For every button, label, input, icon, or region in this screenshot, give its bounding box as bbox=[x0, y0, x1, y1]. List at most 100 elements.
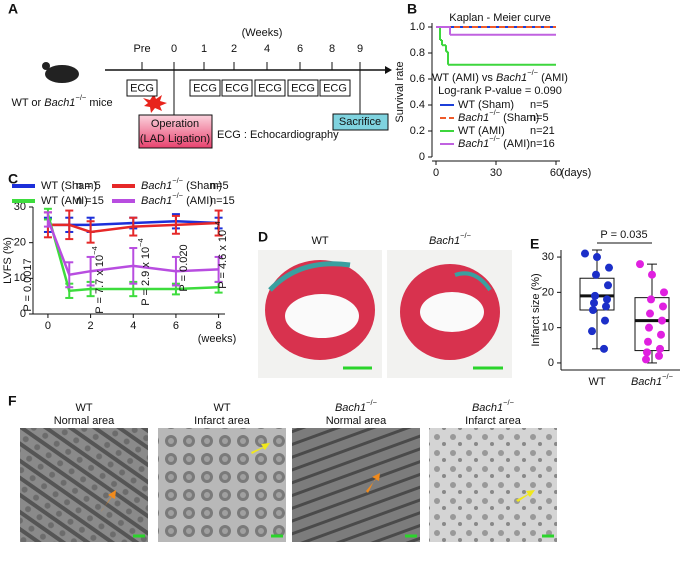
timepoint-label: 8 bbox=[329, 43, 335, 55]
data-point bbox=[590, 298, 598, 307]
x-tick-label: Bach1−/− bbox=[631, 372, 674, 387]
y-axis-label: LVFS (%) bbox=[2, 237, 14, 284]
mouse-icon bbox=[45, 65, 79, 83]
image-subtitle: Infarct area bbox=[194, 415, 251, 427]
sacrifice-label: Sacrifice bbox=[339, 116, 381, 128]
data-point bbox=[645, 323, 653, 332]
x-tick-label: 60 bbox=[550, 167, 562, 179]
data-point bbox=[660, 288, 668, 297]
ecg-label: ECG bbox=[258, 82, 282, 94]
x-tick-label: 8 bbox=[216, 320, 222, 332]
data-point bbox=[659, 302, 667, 311]
data-point bbox=[646, 309, 654, 318]
sacrifice-box bbox=[332, 113, 389, 131]
legend-n: n = 5 bbox=[76, 180, 101, 192]
image-title: Bach1−/− bbox=[472, 398, 515, 413]
arrow bbox=[251, 443, 270, 454]
data-point bbox=[655, 351, 663, 360]
y-tick-label: 0.2 bbox=[410, 125, 425, 137]
legend-n: n=5 bbox=[210, 180, 229, 192]
panel-label: C bbox=[8, 171, 18, 187]
x-tick-label: 30 bbox=[490, 167, 502, 179]
y-tick-label: 20 bbox=[542, 286, 554, 298]
y-tick-label: 20 bbox=[14, 237, 26, 249]
timepoint-label: 1 bbox=[201, 43, 207, 55]
y-axis-label: Survival rate bbox=[394, 61, 406, 122]
arrow bbox=[366, 473, 380, 493]
timepoint-label: 2 bbox=[231, 43, 237, 55]
y-tick-label: 0.6 bbox=[410, 73, 425, 85]
data-point bbox=[603, 295, 611, 304]
y-tick-label: 10 bbox=[14, 272, 26, 284]
data-point bbox=[657, 330, 665, 339]
y-axis-label: Infarct size (%) bbox=[530, 273, 542, 346]
ecg-label: ECG bbox=[225, 82, 249, 94]
operation-label: (LAD Ligation) bbox=[140, 133, 210, 145]
series-line bbox=[47, 221, 219, 234]
data-point bbox=[656, 344, 664, 353]
x-tick-label: 0 bbox=[433, 167, 439, 179]
image-subtitle: Normal area bbox=[326, 415, 387, 427]
legend-n: n=5 bbox=[530, 112, 549, 124]
panel-label: E bbox=[530, 236, 539, 252]
x-tick-label: WT bbox=[588, 376, 605, 388]
legend-label: Bach1−/− (AMI) bbox=[141, 191, 213, 206]
y-tick-label: 30 bbox=[14, 201, 26, 213]
em-images bbox=[20, 428, 557, 542]
annotation: Log-rank P-value = 0.090 bbox=[438, 85, 562, 97]
subject-label: WT or Bach1−/− mice bbox=[11, 93, 112, 108]
weeks-label: (Weeks) bbox=[242, 27, 283, 39]
panel-label: D bbox=[258, 229, 268, 245]
x-axis-label: (weeks) bbox=[198, 333, 237, 345]
data-point bbox=[600, 344, 608, 353]
legend-label: Bach1−/− (Sham) bbox=[458, 108, 539, 123]
p-value: P = 0.0017 bbox=[22, 258, 34, 311]
arrow bbox=[101, 490, 116, 512]
timepoint-label: 0 bbox=[171, 43, 177, 55]
legend-label: Bach1−/− (Sham) bbox=[141, 176, 222, 191]
p-value: P = 2.9 x 10−4 bbox=[136, 238, 151, 305]
data-point bbox=[581, 249, 589, 258]
y-tick-label: 0.8 bbox=[410, 47, 425, 59]
timepoint-label: 4 bbox=[264, 43, 270, 55]
fibrosis bbox=[454, 271, 492, 292]
em-image bbox=[20, 428, 148, 542]
image-title: WT bbox=[75, 402, 92, 414]
p-value: P = 7.7 x 10−4 bbox=[90, 246, 105, 313]
timepoint-label: 6 bbox=[297, 43, 303, 55]
p-value: P = 4.6 x 10−4 bbox=[213, 221, 228, 288]
ecg-box bbox=[254, 79, 286, 97]
x-tick-label: 2 bbox=[88, 320, 94, 332]
arrow bbox=[516, 490, 535, 502]
ecg-box bbox=[221, 79, 253, 97]
legend-n: n=5 bbox=[530, 99, 549, 111]
annotation: WT (AMI) vs Bach1−/− (AMI) bbox=[432, 68, 568, 83]
ecg-box bbox=[287, 79, 319, 97]
surgery-burst bbox=[143, 94, 167, 113]
x-axis-label: (days) bbox=[561, 167, 592, 179]
ecg-note: ECG : Echocardiography bbox=[217, 129, 339, 141]
data-point bbox=[605, 263, 613, 272]
data-point bbox=[648, 270, 656, 279]
panel-label: B bbox=[407, 1, 417, 17]
y-tick-label: 1.0 bbox=[410, 21, 425, 33]
timeline-shapes bbox=[42, 62, 392, 149]
data-point bbox=[647, 295, 655, 304]
histology-images bbox=[258, 250, 512, 378]
legend-n: n =15 bbox=[76, 195, 104, 207]
ecg-label: ECG bbox=[130, 82, 154, 94]
legend-label: WT (AMI) bbox=[41, 195, 88, 207]
operation-label: Operation bbox=[151, 118, 199, 130]
data-point bbox=[601, 316, 609, 325]
image-label: Bach1−/− bbox=[429, 231, 472, 246]
ecg-box bbox=[126, 79, 158, 97]
y-tick-label: 0 bbox=[20, 308, 26, 320]
panel-label: A bbox=[8, 1, 18, 17]
ecg-label: ECG bbox=[193, 82, 217, 94]
x-tick-label: 6 bbox=[173, 320, 179, 332]
y-tick-label: 0.4 bbox=[410, 99, 425, 111]
em-image bbox=[292, 428, 420, 542]
data-point bbox=[642, 355, 650, 364]
image-title: WT bbox=[213, 402, 230, 414]
y-tick-label: 10 bbox=[542, 322, 554, 334]
